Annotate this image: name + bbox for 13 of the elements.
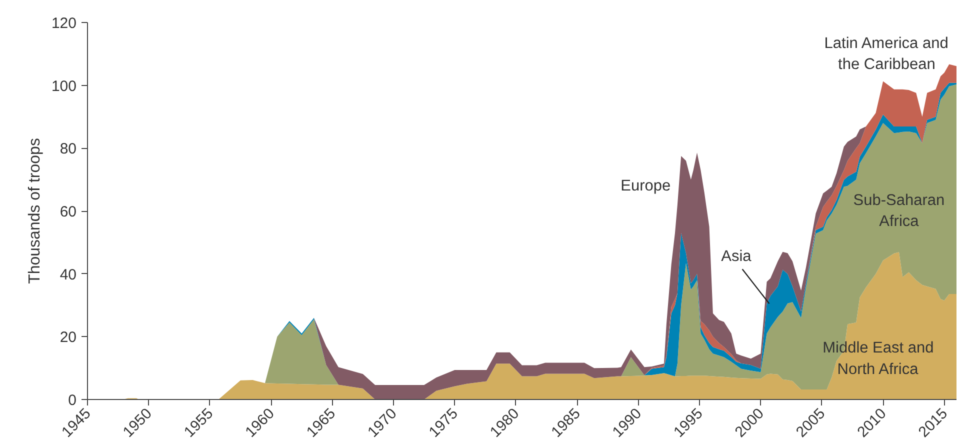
y-tick-label: 100: [51, 78, 77, 95]
annotation: Latin America and the Caribbean: [824, 34, 948, 74]
y-tick-label: 120: [51, 15, 77, 32]
y-tick-label: 80: [60, 140, 77, 158]
y-axis-title: Thousands of troops: [26, 138, 44, 284]
annotation: Asia: [721, 248, 752, 266]
y-tick-label: 20: [60, 329, 77, 346]
y-tick-label: 0: [68, 392, 76, 409]
y-tick-label: 60: [60, 204, 77, 220]
annotation: Sub-Saharan Africa: [853, 192, 945, 230]
y-tick-label: 40: [60, 266, 77, 284]
annotation: Europe: [620, 177, 671, 194]
annotation: Middle East and North Africa: [822, 340, 934, 378]
